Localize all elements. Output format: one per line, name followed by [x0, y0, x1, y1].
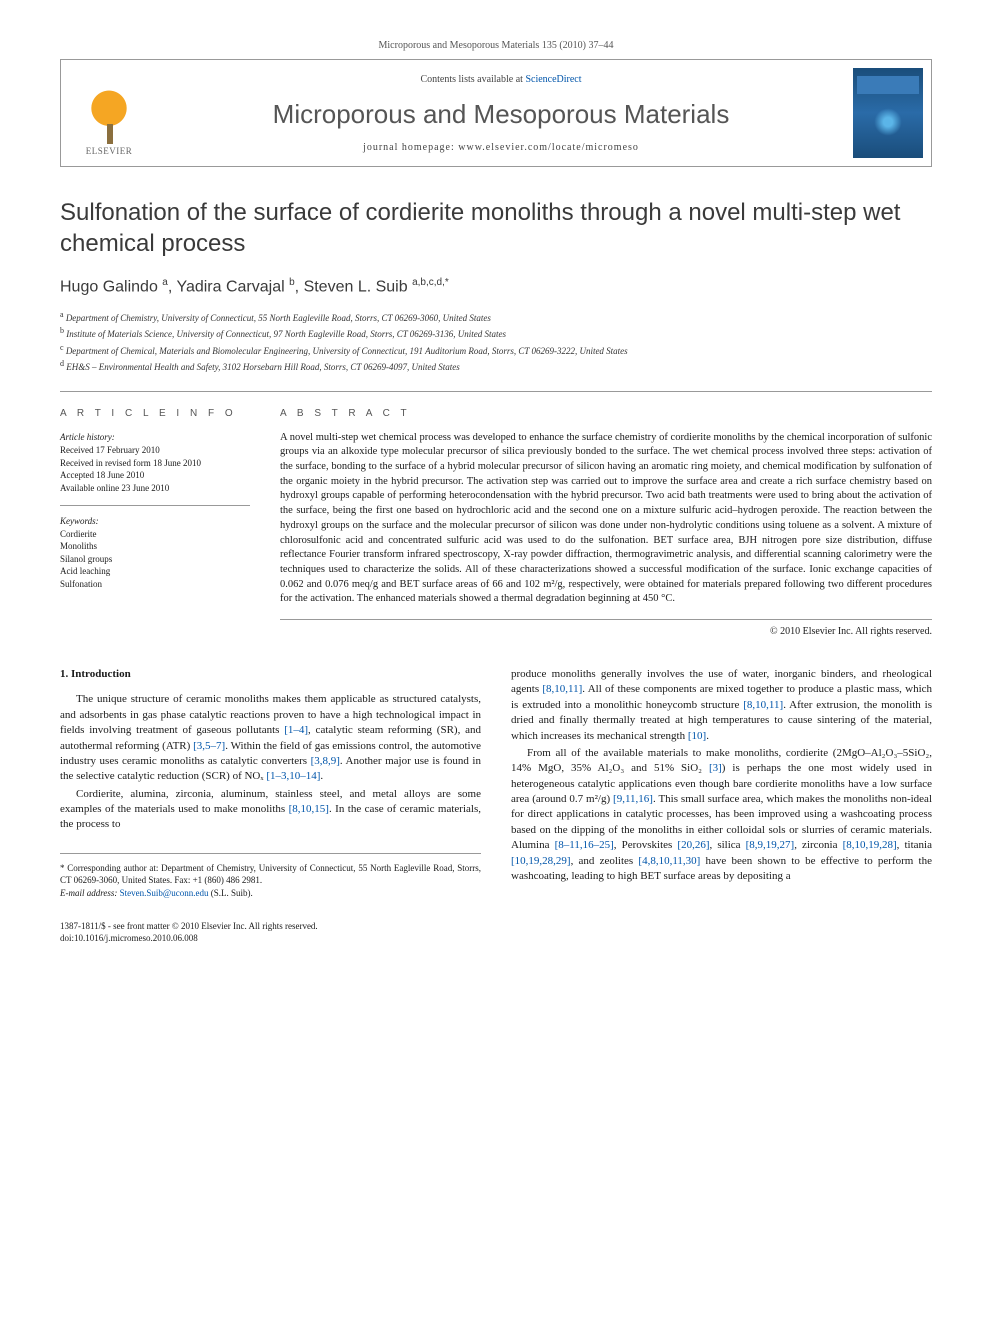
- citation-line: Microporous and Mesoporous Materials 135…: [60, 40, 932, 51]
- journal-title: Microporous and Mesoporous Materials: [167, 99, 835, 130]
- history-label: Article history:: [60, 431, 250, 444]
- abstract-heading: A B S T R A C T: [280, 408, 932, 419]
- email-link[interactable]: Steven.Suib@uconn.edu: [120, 888, 209, 898]
- abstract-column: A B S T R A C T A novel multi-step wet c…: [280, 408, 932, 637]
- intro-paragraph-4: From all of the available materials to m…: [511, 746, 932, 885]
- intro-paragraph-2: Cordierite, alumina, zirconia, aluminum,…: [60, 787, 481, 833]
- body-column-right: produce monoliths generally involves the…: [511, 667, 932, 945]
- abstract-text: A novel multi-step wet chemical process …: [280, 431, 932, 620]
- article-info-heading: A R T I C L E I N F O: [60, 408, 250, 419]
- email-who: (S.L. Suib).: [211, 888, 253, 898]
- homepage-prefix: journal homepage:: [363, 142, 458, 153]
- intro-paragraph-1: The unique structure of ceramic monolith…: [60, 692, 481, 784]
- history-received: Received 17 February 2010: [60, 444, 250, 457]
- affiliations-block: a Department of Chemistry, University of…: [60, 309, 932, 375]
- issn-line: 1387-1811/$ - see front matter © 2010 El…: [60, 920, 481, 933]
- sciencedirect-link[interactable]: ScienceDirect: [525, 74, 581, 85]
- journal-header-box: ELSEVIER Contents lists available at Sci…: [60, 59, 932, 167]
- doi-block: 1387-1811/$ - see front matter © 2010 El…: [60, 920, 481, 945]
- contents-prefix: Contents lists available at: [420, 74, 525, 85]
- abstract-copyright: © 2010 Elsevier Inc. All rights reserved…: [280, 626, 932, 637]
- article-history-block: Article history: Received 17 February 20…: [60, 431, 250, 506]
- publisher-name: ELSEVIER: [86, 146, 133, 156]
- history-revised: Received in revised form 18 June 2010: [60, 457, 250, 470]
- journal-cover-thumbnail: [853, 68, 923, 158]
- homepage-url[interactable]: www.elsevier.com/locate/micromeso: [458, 142, 639, 153]
- contents-line: Contents lists available at ScienceDirec…: [167, 74, 835, 85]
- corresponding-author-footer: * Corresponding author at: Department of…: [60, 853, 481, 900]
- authors-line: Hugo Galindo a, Yadira Carvajal b, Steve…: [60, 277, 932, 296]
- history-accepted: Accepted 18 June 2010: [60, 469, 250, 482]
- article-title: Sulfonation of the surface of cordierite…: [60, 197, 932, 259]
- article-info-column: A R T I C L E I N F O Article history: R…: [60, 408, 250, 637]
- section-1-heading: 1. Introduction: [60, 667, 481, 682]
- email-label: E-mail address:: [60, 888, 117, 898]
- elsevier-logo: ELSEVIER: [61, 60, 157, 166]
- intro-paragraph-3: produce monoliths generally involves the…: [511, 667, 932, 744]
- doi-line: doi:10.1016/j.micromeso.2010.06.008: [60, 932, 481, 945]
- history-online: Available online 23 June 2010: [60, 482, 250, 495]
- keywords-label: Keywords:: [60, 516, 250, 526]
- homepage-line: journal homepage: www.elsevier.com/locat…: [167, 142, 835, 153]
- corresponding-text: * Corresponding author at: Department of…: [60, 862, 481, 887]
- keywords-list: CordieriteMonolithsSilanol groupsAcid le…: [60, 528, 250, 591]
- body-column-left: 1. Introduction The unique structure of …: [60, 667, 481, 945]
- body-columns: 1. Introduction The unique structure of …: [60, 667, 932, 945]
- header-center: Contents lists available at ScienceDirec…: [157, 60, 845, 166]
- elsevier-tree-icon: [84, 89, 134, 144]
